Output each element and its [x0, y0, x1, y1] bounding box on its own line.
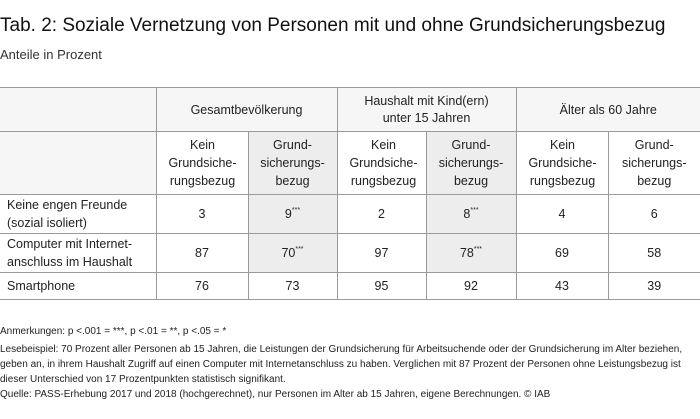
- table-cell: 2: [336, 194, 427, 234]
- table-cell: 6: [607, 194, 700, 234]
- table-cell: 43: [515, 272, 609, 300]
- subheader-kein: Kein Grundsiche-rungsbezug: [155, 131, 249, 195]
- table-cell: 9***: [247, 194, 338, 234]
- row-label: Smartphone: [0, 272, 157, 300]
- header-corner-sub: [0, 131, 157, 195]
- table-cell: 69: [515, 233, 609, 273]
- table-cell: 39: [607, 272, 700, 300]
- table-cell: 95: [336, 272, 427, 300]
- table-cell: 8***: [425, 194, 517, 234]
- table-cell: 97: [336, 233, 427, 273]
- table-row: Computer mit Internet-anschluss im Haush…: [0, 233, 700, 273]
- table-row: Smartphone 76 73 95 92 43 39: [0, 272, 700, 300]
- note-quelle: Quelle: PASS-Erhebung 2017 und 2018 (hoc…: [0, 389, 551, 400]
- subheader-grund: Grund-sicherungs-bezug: [425, 131, 517, 195]
- table-cell: 87: [155, 233, 249, 273]
- subheader-kein: Kein Grundsiche-rungsbezug: [336, 131, 427, 195]
- table-cell: 92: [425, 272, 517, 300]
- group-header-haushalt: Haushalt mit Kind(ern) unter 15 Jahren: [336, 87, 517, 132]
- table-cell: 73: [247, 272, 338, 300]
- table-cell: 76: [155, 272, 249, 300]
- table-title: Tab. 2: Soziale Vernetzung von Personen …: [0, 15, 666, 36]
- table-cell: 58: [607, 233, 700, 273]
- group-header-aelter: Älter als 60 Jahre: [515, 87, 700, 132]
- table-notes: Anmerkungen: p <.001 = ***, p <.01 = **,…: [0, 324, 700, 402]
- header-corner: [0, 87, 157, 132]
- subheader-kein: Kein Grundsiche-rungsbezug: [515, 131, 609, 195]
- table-cell: 78***: [425, 233, 517, 273]
- group-header-gesamt: Gesamtbevölkerung: [155, 87, 338, 132]
- subheader-grund: Grund-sicherungs-bezug: [247, 131, 338, 195]
- note-lesebeispiel: Lesebeispiel: 70 Prozent aller Personen …: [0, 344, 683, 385]
- note-anmerkungen: Anmerkungen: p <.001 = ***, p <.01 = **,…: [0, 326, 227, 337]
- table-cell: 4: [515, 194, 609, 234]
- subheader-grund: Grund-sicherungs-bezug: [607, 131, 700, 195]
- table-cell: 70***: [247, 233, 338, 273]
- table-subtitle: Anteile in Prozent: [0, 47, 102, 62]
- row-label: Computer mit Internet-anschluss im Haush…: [0, 233, 157, 273]
- row-label: Keine engen Freunde (sozial isoliert): [0, 194, 157, 234]
- table-row: Keine engen Freunde (sozial isoliert) 3 …: [0, 194, 700, 234]
- data-table: Gesamtbevölkerung Haushalt mit Kind(ern)…: [0, 87, 700, 300]
- table-cell: 3: [155, 194, 249, 234]
